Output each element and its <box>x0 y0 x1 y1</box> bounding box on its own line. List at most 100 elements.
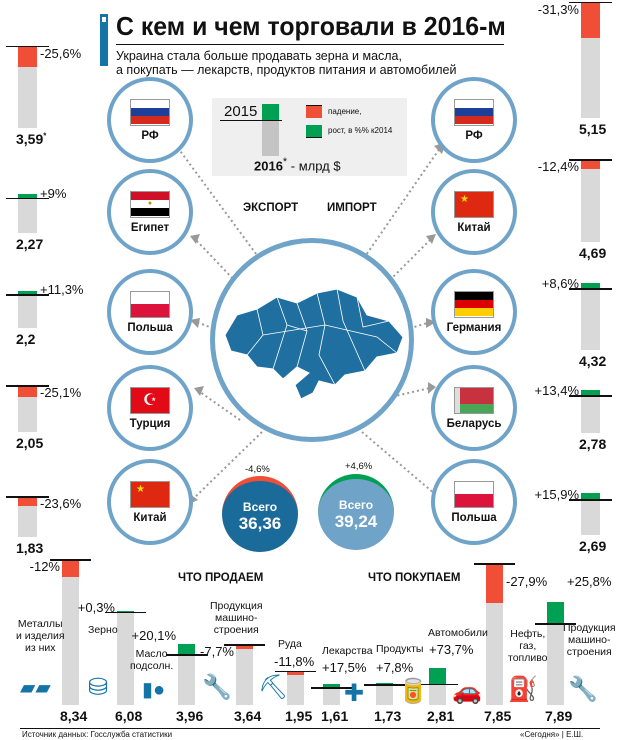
gold-bars-icon: ▰▰ <box>20 677 51 699</box>
import-3-bar <box>581 395 600 433</box>
import-total-pct: +4,6% <box>345 461 373 472</box>
sell-0-change-seg <box>62 559 79 577</box>
import-4-change-label: +15,9% <box>534 487 579 503</box>
sell-2-change-label: +20,1% <box>131 628 176 643</box>
ukraine-map-circle <box>210 238 414 442</box>
sell-category-1: Зерно <box>88 624 118 636</box>
import-1-change-label: -12,4% <box>537 159 579 174</box>
export-3-value: 2,05 <box>16 435 44 451</box>
import-0-change-seg <box>581 1 600 39</box>
food-icon: 🥫 <box>398 678 428 705</box>
legend: 2015 2016* - млрд $ падение, рост, в %% … <box>212 98 407 176</box>
subtitle: Украина стала больше продавать зерна и м… <box>116 49 516 77</box>
sell-3-change-label: -7,7% <box>200 644 234 660</box>
sell-4-bar <box>287 674 304 705</box>
legend-gray-bar <box>262 121 279 156</box>
sell-1-bar <box>117 611 134 705</box>
buy-3-change-seg <box>486 563 503 603</box>
title-accent-bar <box>100 14 108 66</box>
flag-icon: ★ <box>454 190 494 218</box>
sell-3-bar <box>236 648 253 705</box>
import-4-2015-line <box>569 499 612 501</box>
country-name: Китай <box>133 511 167 524</box>
sell-1-change-label: +0,3% <box>77 599 115 615</box>
sell-3-2015-line <box>224 644 265 646</box>
import-2-bar <box>581 288 600 350</box>
import-4-change-seg <box>581 493 600 500</box>
export-1-change-seg <box>18 194 37 198</box>
sell-category-3: Продукция машино- строения <box>210 600 263 636</box>
legend-year-2015: 2015 <box>224 103 258 120</box>
export-1-value: 2,27 <box>16 236 44 252</box>
flag-icon: ☪ <box>130 386 170 414</box>
source-note: Источник данных: Госслужба статистики <box>22 730 173 739</box>
country-name: Польша <box>127 321 173 334</box>
country-name: Беларусь <box>446 417 502 430</box>
export-4-2015-line <box>6 496 49 498</box>
export-total-label: Всего <box>242 499 278 514</box>
arrow-import-china <box>389 239 431 281</box>
buy-0-change-seg <box>323 684 340 688</box>
grain-sack-icon: ⛁ <box>88 674 109 701</box>
export-1-bar <box>18 197 37 233</box>
buy-4-value: 7,89 <box>545 708 573 724</box>
buy-0-value: 1,61 <box>321 708 349 724</box>
import-1-value: 4,69 <box>579 245 607 261</box>
sell-4-value: 1,95 <box>285 708 313 724</box>
export-heading: ЭКСПОРТ <box>243 202 299 214</box>
buy-1-change-label: +7,8% <box>376 660 414 675</box>
sell-1-value: 6,08 <box>115 708 143 724</box>
import-2-change-seg <box>581 283 600 289</box>
import-total-value: 39,24 <box>334 511 378 531</box>
export-2-bar <box>18 294 37 328</box>
buy-0-bar <box>323 687 340 705</box>
export-4-bar <box>18 505 37 537</box>
flag-icon <box>454 98 494 126</box>
legend-2016-label: 2016 <box>254 158 283 174</box>
export-total-pct: -4,6% <box>245 464 270 475</box>
flag-icon: ★ <box>130 480 170 508</box>
ukraine-map <box>224 288 404 400</box>
export-4-change-seg <box>18 496 37 506</box>
sell-2-value: 3,96 <box>176 708 204 724</box>
page-title: С кем и чем торговали в 2016-м <box>116 11 506 41</box>
import-0-change-label: -31,3% <box>537 1 579 17</box>
buy-3-change-label: -27,9% <box>506 574 548 589</box>
sell-heading: ЧТО ПРОДАЕМ <box>178 572 264 584</box>
buy-2-change-label: +73,7% <box>429 642 474 657</box>
import-4-bar <box>581 499 600 535</box>
export-country-4: ★ Китай <box>107 459 193 545</box>
country-name: Польша <box>451 511 497 524</box>
buy-1-change-seg <box>376 682 393 685</box>
export-3-bar <box>18 397 37 432</box>
import-country-3: Беларусь <box>431 365 517 451</box>
arrow-import-rf <box>363 147 441 259</box>
arrow-export-poland <box>195 321 219 331</box>
country-name: Китай <box>457 221 491 234</box>
buy-1-value: 1,73 <box>374 708 402 724</box>
flag-icon: ● <box>130 190 170 218</box>
arrow-export-rf <box>177 147 263 263</box>
import-country-2: Германия <box>431 269 517 355</box>
buy-1-bar <box>376 684 393 705</box>
sell-category-2: Масло подсолн. <box>130 648 174 672</box>
legend-unit: - млрд $ <box>287 158 341 174</box>
import-2-value: 4,32 <box>579 353 607 369</box>
import-heading: ИМПОРТ <box>327 202 377 214</box>
sell-4-2015-line <box>275 670 316 673</box>
title-divider <box>116 44 504 45</box>
import-total: Всего 39,24 <box>318 474 394 550</box>
sell-0-change-label: -12% <box>29 559 60 575</box>
buy-3-2015-line <box>474 563 515 565</box>
import-3-change-label: +13,4% <box>534 383 579 398</box>
wrench-car-icon-import: 🔧 <box>568 676 598 703</box>
export-0-value: 3,59* <box>16 131 47 147</box>
export-2-2015-line <box>6 294 49 296</box>
export-3-2015-line <box>6 385 49 387</box>
sell-4-change-seg <box>287 670 304 675</box>
import-3-2015-line <box>569 395 612 397</box>
buy-heading: ЧТО ПОКУПАЕМ <box>368 572 461 584</box>
buy-category-0: Лекарства <box>322 645 373 657</box>
import-0-bar <box>581 38 600 118</box>
buy-4-change-seg <box>547 602 564 624</box>
